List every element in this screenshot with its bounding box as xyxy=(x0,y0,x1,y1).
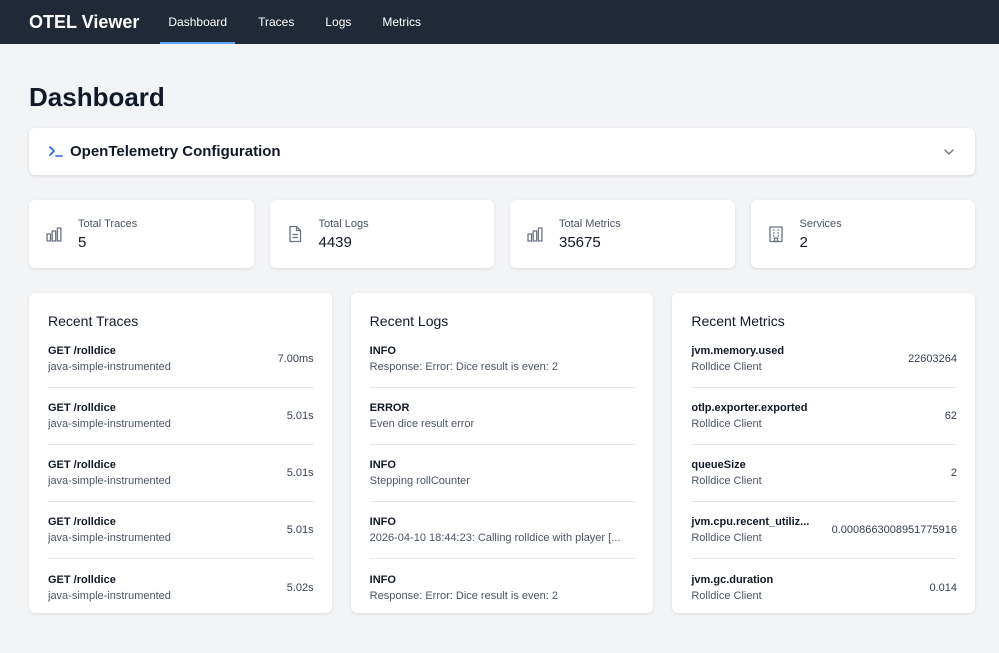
log-message: Stepping rollCounter xyxy=(369,475,470,487)
main-content: Dashboard OpenTelemetry Configuration To… xyxy=(0,81,999,613)
trace-row[interactable]: GET /rolldice java-simple-instrumented 5… xyxy=(48,445,314,502)
panel-title: Recent Traces xyxy=(48,313,139,329)
metric-service: Rolldice Client xyxy=(691,361,762,373)
metric-row[interactable]: jvm.cpu.recent_utiliz... Rolldice Client… xyxy=(691,502,958,559)
trace-row[interactable]: GET /rolldice java-simple-instrumented 5… xyxy=(48,559,314,616)
stat-card-services: Services 2 xyxy=(750,200,975,268)
metric-value: 0.0008663008951775916 xyxy=(831,524,958,536)
log-row[interactable]: INFO Stepping rollCounter xyxy=(369,445,636,502)
log-message: 2026-04-10 18:44:23: Calling rolldice wi… xyxy=(369,532,621,544)
log-message: Response: Error: Dice result is even: 2 xyxy=(369,361,558,373)
metric-value: 0.014 xyxy=(929,581,958,594)
log-level: INFO xyxy=(369,573,396,586)
stat-label: Total Traces xyxy=(78,217,138,230)
trace-row[interactable]: GET /rolldice java-simple-instrumented 5… xyxy=(48,388,314,445)
stat-value: 2 xyxy=(799,233,808,251)
document-icon xyxy=(288,225,301,243)
trace-name: GET /rolldice xyxy=(48,345,116,357)
metric-name: jvm.memory.used xyxy=(691,345,785,357)
log-level: INFO xyxy=(369,459,396,471)
nav-metrics[interactable]: Metrics xyxy=(382,15,422,29)
stat-card-metrics: Total Metrics 35675 xyxy=(510,200,735,268)
log-level: ERROR xyxy=(369,402,410,414)
log-row[interactable]: INFO 2026-04-10 18:44:23: Calling rolldi… xyxy=(369,502,636,559)
log-row[interactable]: INFO Response: Error: Dice result is eve… xyxy=(369,331,636,388)
log-row[interactable]: ERROR Even dice result error xyxy=(369,388,636,445)
trace-row[interactable]: GET /rolldice java-simple-instrumented 7… xyxy=(48,331,314,388)
trace-name: GET /rolldice xyxy=(48,459,116,471)
metric-name: jvm.gc.duration xyxy=(691,573,774,586)
trace-name: GET /rolldice xyxy=(48,573,116,586)
top-nav: OTEL Viewer Dashboard Traces Logs Metric… xyxy=(0,0,999,44)
config-title: OpenTelemetry Configuration xyxy=(70,143,281,160)
metric-name: otlp.exporter.exported xyxy=(691,402,808,414)
log-message: Even dice result error xyxy=(369,418,475,430)
recent-traces-panel: Recent Traces GET /rolldice java-simple-… xyxy=(29,293,332,613)
metric-name: jvm.cpu.recent_utiliz... xyxy=(691,516,810,528)
app-brand[interactable]: OTEL Viewer xyxy=(29,11,140,32)
otel-config-panel[interactable]: OpenTelemetry Configuration xyxy=(29,128,975,175)
stat-value: 35675 xyxy=(559,233,601,251)
metric-service: Rolldice Client xyxy=(691,475,762,487)
recent-metrics-panel: Recent Metrics jvm.memory.used Rolldice … xyxy=(672,293,976,616)
chevron-down-icon[interactable] xyxy=(943,146,955,158)
stat-label: Services xyxy=(799,217,842,230)
trace-duration: 5.01s xyxy=(286,410,314,422)
metric-name: queueSize xyxy=(691,459,746,471)
bar-chart-icon xyxy=(527,227,543,242)
trace-name: GET /rolldice xyxy=(48,516,116,528)
nav-logs[interactable]: Logs xyxy=(325,15,352,29)
metric-row[interactable]: jvm.gc.duration Rolldice Client 0.014 xyxy=(691,559,957,616)
stat-card-logs: Total Logs 4439 xyxy=(269,200,494,268)
trace-duration: 5.02s xyxy=(286,581,314,594)
metric-value: 2 xyxy=(950,467,958,479)
metric-value: 22603264 xyxy=(908,353,958,365)
stats-row: Total Traces 5 Total Logs 4439 xyxy=(29,200,975,268)
trace-service: java-simple-instrumented xyxy=(48,475,171,487)
log-level: INFO xyxy=(369,345,396,357)
panel-title: Recent Logs xyxy=(369,313,449,329)
metric-row[interactable]: queueSize Rolldice Client 2 xyxy=(691,445,958,502)
log-message: Response: Error: Dice result is even: 2 xyxy=(369,589,558,602)
metric-value: 62 xyxy=(944,410,958,422)
trace-duration: 7.00ms xyxy=(277,353,314,365)
stat-card-traces: Total Traces 5 xyxy=(29,200,254,268)
stat-label: Total Logs xyxy=(318,217,369,230)
nav-traces[interactable]: Traces xyxy=(258,15,295,29)
page-title: Dashboard xyxy=(29,82,165,112)
trace-duration: 5.01s xyxy=(286,524,314,536)
metric-service: Rolldice Client xyxy=(691,532,762,544)
panel-title: Recent Metrics xyxy=(691,313,785,329)
metric-row[interactable]: jvm.memory.used Rolldice Client 22603264 xyxy=(691,331,958,388)
nav-dashboard[interactable]: Dashboard xyxy=(156,0,239,44)
recent-logs-panel: Recent Logs INFO Response: Error: Dice r… xyxy=(350,293,654,616)
terminal-icon xyxy=(49,145,63,157)
log-level: INFO xyxy=(369,516,396,528)
trace-name: GET /rolldice xyxy=(48,402,116,414)
stat-value: 5 xyxy=(78,233,87,251)
trace-duration: 5.01s xyxy=(286,467,314,479)
trace-service: java-simple-instrumented xyxy=(48,418,171,430)
trace-service: java-simple-instrumented xyxy=(48,589,171,602)
metric-row[interactable]: otlp.exporter.exported Rolldice Client 6… xyxy=(691,388,958,445)
trace-row[interactable]: GET /rolldice java-simple-instrumented 5… xyxy=(48,502,314,559)
building-icon xyxy=(768,226,783,243)
stat-label: Total Metrics xyxy=(559,217,621,230)
log-row[interactable]: INFO Response: Error: Dice result is eve… xyxy=(370,559,636,616)
bar-chart-icon xyxy=(46,227,62,242)
recent-panels: Recent Traces GET /rolldice java-simple-… xyxy=(29,293,976,616)
trace-service: java-simple-instrumented xyxy=(48,361,171,373)
metric-service: Rolldice Client xyxy=(691,589,762,602)
trace-service: java-simple-instrumented xyxy=(48,532,171,544)
stat-value: 4439 xyxy=(318,233,352,251)
metric-service: Rolldice Client xyxy=(691,418,762,430)
